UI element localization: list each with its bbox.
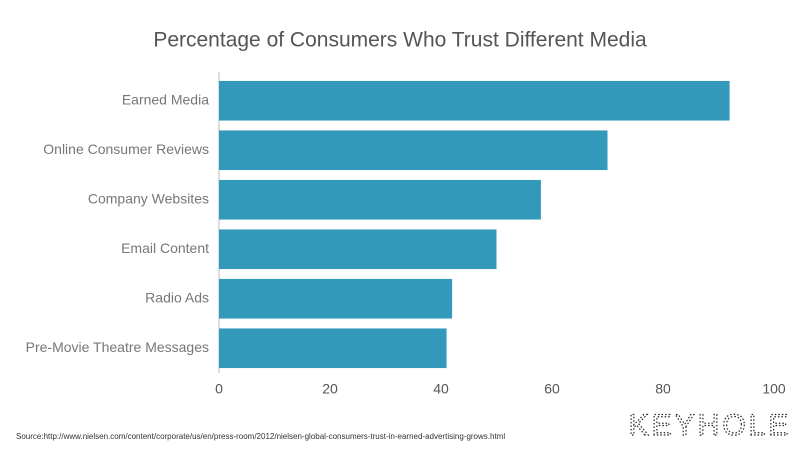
x-tick-label: 40 bbox=[433, 381, 449, 397]
bar bbox=[219, 179, 541, 220]
y-tick-label: Radio Ads bbox=[145, 289, 209, 305]
x-tick-label: 20 bbox=[322, 381, 338, 397]
bar bbox=[219, 278, 453, 319]
y-tick-label: Company Websites bbox=[88, 190, 209, 206]
logo: KEYHOLE bbox=[629, 409, 792, 442]
bar bbox=[219, 328, 447, 369]
y-tick-label: Email Content bbox=[121, 240, 209, 256]
y-tick-label: Pre-Movie Theatre Messages bbox=[26, 339, 209, 355]
x-tick-label: 60 bbox=[544, 381, 560, 397]
source-note: Source:http://www.nielsen.com/content/co… bbox=[16, 432, 505, 441]
x-tick-label: 0 bbox=[215, 381, 223, 397]
x-tick-label: 100 bbox=[762, 381, 786, 397]
bar bbox=[219, 80, 730, 121]
y-tick-label: Online Consumer Reviews bbox=[43, 141, 209, 157]
x-tick-label: 80 bbox=[655, 381, 671, 397]
bar bbox=[219, 229, 497, 270]
y-tick-label: Earned Media bbox=[122, 91, 209, 107]
bar bbox=[219, 130, 608, 171]
chart-title: Percentage of Consumers Who Trust Differ… bbox=[153, 29, 647, 52]
